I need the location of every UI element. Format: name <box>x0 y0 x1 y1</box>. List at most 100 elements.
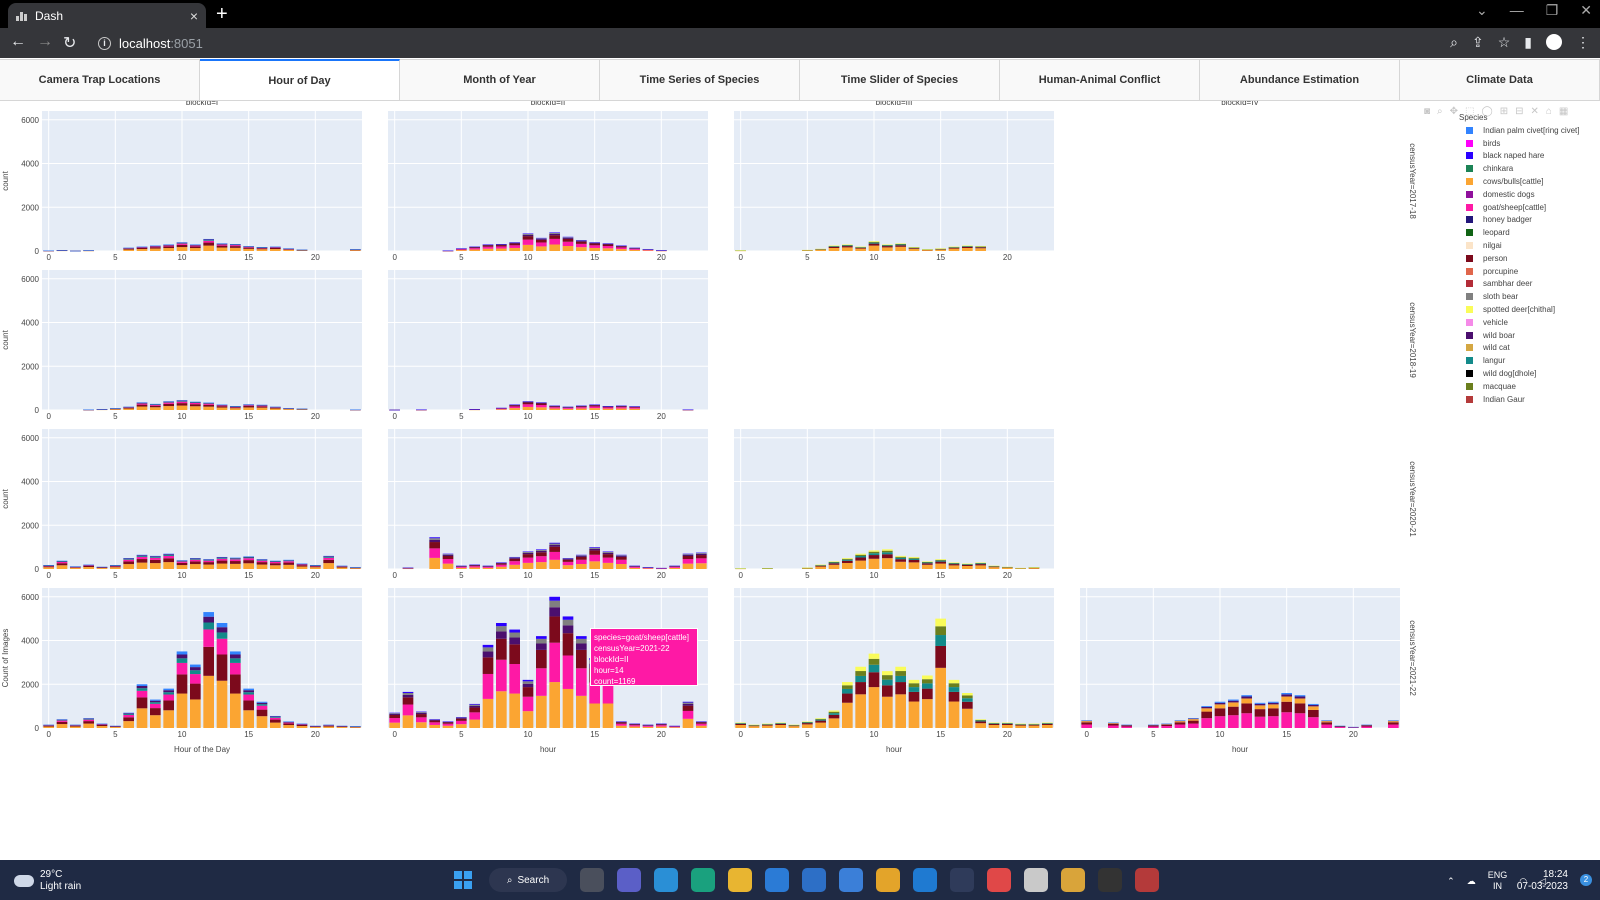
mongodb-icon[interactable] <box>950 868 974 892</box>
legend-item[interactable]: Indian Gaur <box>1459 393 1600 406</box>
site-info-icon[interactable]: i <box>98 36 111 50</box>
bar-segment <box>176 247 188 251</box>
taskbar-search-button[interactable]: ⌕ Search <box>489 868 567 892</box>
forward-icon[interactable]: → <box>37 33 53 50</box>
bar-segment <box>1174 721 1186 723</box>
minimize-icon[interactable]: — <box>1509 2 1524 18</box>
mail-icon[interactable] <box>802 868 826 892</box>
legend-item[interactable]: nilgai <box>1459 239 1600 252</box>
snipping-tool-icon[interactable] <box>1135 868 1159 892</box>
legend-item[interactable]: wild cat <box>1459 342 1600 355</box>
bar-segment <box>270 561 281 562</box>
back-icon[interactable]: ← <box>10 33 26 50</box>
tab-time-series-of-species[interactable]: Time Series of Species <box>600 59 800 100</box>
zoom-plot-icon[interactable]: ⌕ <box>1437 106 1443 117</box>
bar-segment <box>616 246 627 248</box>
new-tab-button[interactable]: + <box>216 3 228 25</box>
address-bar[interactable]: i localhost:8051 <box>92 31 1292 55</box>
git-app-icon[interactable] <box>987 868 1011 892</box>
legend-item[interactable]: birds <box>1459 137 1600 150</box>
tab-climate-data[interactable]: Climate Data <box>1400 59 1600 100</box>
restore-icon[interactable]: ❐ <box>1545 2 1559 18</box>
browser-tab[interactable]: Dash × <box>8 3 206 28</box>
zoom-out-icon[interactable]: ⊟ <box>1515 106 1524 117</box>
tab-abundance-estimation[interactable]: Abundance Estimation <box>1200 59 1400 100</box>
task-view-icon[interactable] <box>580 868 604 892</box>
bar-segment <box>975 562 986 564</box>
legend-item[interactable]: langur <box>1459 354 1600 367</box>
bar-segment <box>123 558 134 560</box>
bar-segment <box>522 239 534 245</box>
chrome-profile-icon[interactable] <box>1061 868 1085 892</box>
legend-item[interactable]: leopard <box>1459 226 1600 239</box>
docker-icon[interactable] <box>654 868 678 892</box>
terminal-icon[interactable] <box>1098 868 1122 892</box>
pan-icon[interactable]: ✥ <box>1449 106 1459 117</box>
autoscale-icon[interactable]: ✕ <box>1530 106 1539 117</box>
legend-item[interactable]: goat/sheep[cattle] <box>1459 201 1600 214</box>
bar-segment <box>562 558 574 559</box>
chrome-icon[interactable] <box>876 868 900 892</box>
tab-hour-of-day[interactable]: Hour of Day <box>200 59 400 100</box>
reset-axes-icon[interactable]: ⌂ <box>1545 106 1552 117</box>
bar-segment <box>549 596 560 601</box>
zoom-in-icon[interactable]: ⊞ <box>1499 106 1509 117</box>
file-explorer-icon[interactable] <box>728 868 752 892</box>
tab-month-of-year[interactable]: Month of Year <box>400 59 600 100</box>
tab-search-icon[interactable]: ⌄ <box>1475 2 1488 18</box>
edge-icon[interactable] <box>691 868 715 892</box>
settings-app-icon[interactable] <box>839 868 863 892</box>
legend-item[interactable]: spotted deer[chithal] <box>1459 303 1600 316</box>
teams-chat-icon[interactable] <box>617 868 641 892</box>
legend-item[interactable]: black naped hare <box>1459 150 1600 163</box>
bar-segment <box>908 247 920 249</box>
clock-app-icon[interactable] <box>1024 868 1048 892</box>
store-icon[interactable] <box>765 868 789 892</box>
legend-item[interactable]: porcupine <box>1459 265 1600 278</box>
legend-item[interactable]: sambhar deer <box>1459 278 1600 291</box>
legend-item[interactable]: chinkara <box>1459 162 1600 175</box>
side-panel-icon[interactable]: ▮ <box>1524 34 1532 50</box>
legend-item[interactable]: sloth bear <box>1459 290 1600 303</box>
chevron-up-icon[interactable]: ⌃ <box>1447 875 1455 886</box>
zoom-icon[interactable]: ⌕ <box>1450 34 1458 50</box>
share-icon[interactable]: ⇪ <box>1471 34 1484 50</box>
volume-icon[interactable]: ◁ <box>1539 875 1546 886</box>
weather-widget[interactable]: 29°C Light rain <box>14 869 81 893</box>
onedrive-icon[interactable]: ☁ <box>1466 875 1476 886</box>
camera-icon[interactable]: ◙ <box>1424 106 1431 117</box>
legend-item[interactable]: domestic dogs <box>1459 188 1600 201</box>
legend-item[interactable]: wild boar <box>1459 329 1600 342</box>
box-select-icon[interactable]: ⬚ <box>1465 106 1475 117</box>
notification-badge[interactable]: 2 <box>1580 874 1592 886</box>
tab-time-slider-of-species[interactable]: Time Slider of Species <box>800 59 1000 100</box>
bar-segment <box>522 236 534 240</box>
legend-item[interactable]: cows/bulls[cattle] <box>1459 175 1600 188</box>
plotly-logo-icon[interactable]: ▦ <box>1558 106 1569 117</box>
bar-segment <box>336 726 348 728</box>
legend-item[interactable]: macquae <box>1459 380 1600 393</box>
legend-item[interactable]: vehicle <box>1459 316 1600 329</box>
bar-segment <box>150 702 161 704</box>
bookmark-star-icon[interactable]: ☆ <box>1497 34 1511 50</box>
bar-segment <box>190 699 201 728</box>
close-window-icon[interactable]: ✕ <box>1580 2 1592 18</box>
tab-camera-trap-locations[interactable]: Camera Trap Locations <box>0 59 200 100</box>
wifi-icon[interactable]: ◠ <box>1519 875 1528 886</box>
tab-human-animal-conflict[interactable]: Human-Animal Conflict <box>1000 59 1200 100</box>
profile-avatar-icon[interactable] <box>1546 34 1562 50</box>
legend-item[interactable]: wild dog[dhole] <box>1459 367 1600 380</box>
language-indicator[interactable]: ENG IN <box>1488 870 1508 892</box>
reload-icon[interactable]: ↻ <box>63 35 77 52</box>
menu-kebab-icon[interactable]: ⋮ <box>1576 34 1590 50</box>
windows-start-icon[interactable] <box>454 871 472 889</box>
bar-segment <box>216 405 228 407</box>
vscode-icon[interactable] <box>913 868 937 892</box>
legend-item[interactable]: honey badger <box>1459 214 1600 227</box>
legend-item[interactable]: Indian palm civet[ring civet] <box>1459 124 1600 137</box>
bar-segment <box>522 557 534 563</box>
legend-item[interactable]: person <box>1459 252 1600 265</box>
close-tab-icon[interactable]: × <box>189 7 198 24</box>
lasso-icon[interactable]: ◯ <box>1481 106 1493 117</box>
clock[interactable]: 18:24 07-03-2023 <box>1517 869 1568 893</box>
